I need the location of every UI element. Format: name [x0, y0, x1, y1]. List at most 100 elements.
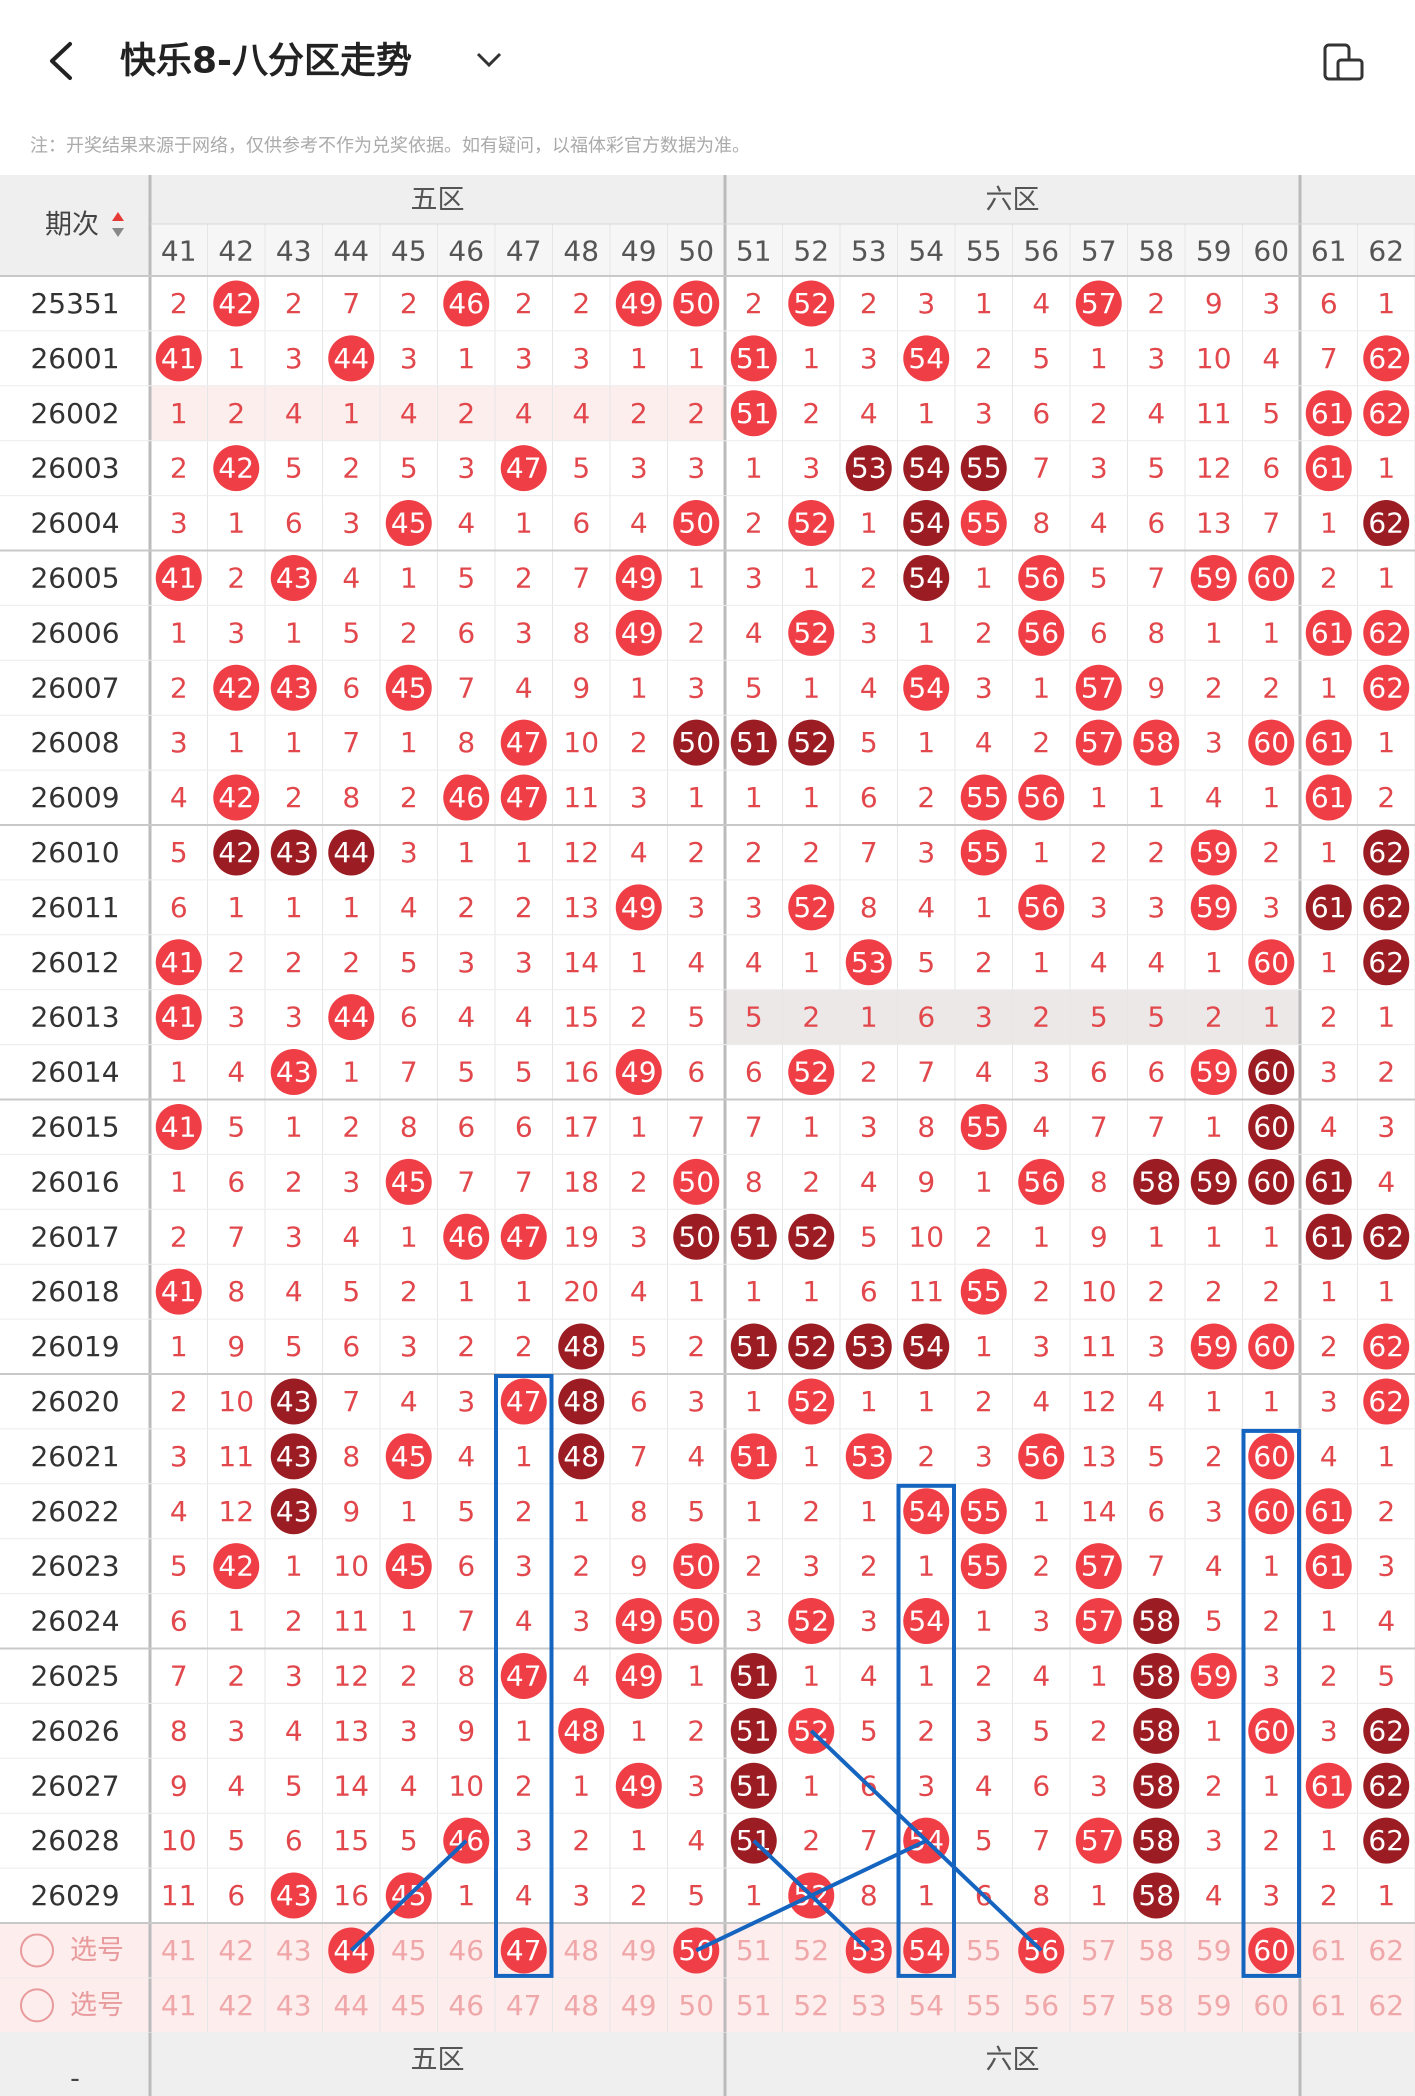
ball-number: 52 [793, 726, 829, 759]
select-number[interactable]: 41 [161, 1934, 197, 1967]
select-number[interactable]: 43 [276, 1934, 312, 1967]
select-checkbox[interactable] [20, 1988, 54, 2023]
omission-count: 4 [515, 1879, 533, 1912]
omission-count: 4 [630, 1275, 648, 1308]
select-number[interactable]: 61 [1311, 1934, 1347, 1967]
select-checkbox[interactable] [20, 1933, 54, 1968]
select-number[interactable]: 59 [1196, 1989, 1232, 2022]
select-number[interactable]: 58 [1138, 1989, 1174, 2022]
ball-number: 47 [506, 1220, 542, 1253]
dropdown[interactable] [476, 52, 502, 68]
ball-number: 49 [621, 1659, 657, 1692]
select-number[interactable]: 52 [793, 1934, 829, 1967]
select-number[interactable]: 57 [1081, 1934, 1117, 1967]
select-number[interactable]: 47 [506, 1934, 542, 1967]
select-number[interactable]: 55 [966, 1934, 1002, 1967]
annotation-box [1241, 1428, 1301, 1978]
select-number[interactable]: 47 [506, 1989, 542, 2022]
select-number[interactable]: 55 [966, 1989, 1002, 2022]
omission-count: 1 [1205, 1220, 1223, 1253]
select-number[interactable]: 48 [563, 1934, 599, 1967]
select-number[interactable]: 43 [276, 1989, 312, 2022]
omission-count: 5 [687, 1001, 705, 1034]
ball [788, 1213, 835, 1260]
ball-number: 49 [621, 1769, 657, 1802]
omission-count: 9 [227, 1330, 245, 1363]
select-number[interactable]: 42 [218, 1934, 254, 1967]
period: 26012 [30, 946, 119, 979]
omission-count: 7 [457, 1605, 475, 1638]
select-number[interactable]: 54 [908, 1934, 944, 1967]
select-number[interactable]: 50 [678, 1989, 714, 2022]
select-number[interactable]: 51 [736, 1989, 772, 2022]
ball-number: 45 [391, 1165, 427, 1198]
rotate-icon[interactable] [1323, 43, 1364, 81]
omission-count: 7 [1032, 452, 1050, 485]
ball [328, 335, 375, 382]
omission-count: 14 [333, 1769, 369, 1802]
select-number[interactable]: 54 [908, 1989, 944, 2022]
select-number[interactable]: 46 [448, 1934, 484, 1967]
select-number[interactable]: 60 [1253, 1934, 1289, 1967]
omission-count: 1 [745, 1879, 763, 1912]
ball [673, 500, 720, 547]
omission-count: 1 [170, 397, 188, 430]
omission-count: 3 [975, 397, 993, 430]
ball-number: 60 [1253, 561, 1289, 594]
back-button[interactable] [50, 42, 72, 80]
select-number[interactable]: 45 [391, 1934, 427, 1967]
omission-count: 1 [1320, 1824, 1338, 1857]
omission-count: 3 [630, 452, 648, 485]
select-number[interactable]: 60 [1253, 1989, 1289, 2022]
column-header: 57 [1081, 235, 1117, 268]
omission-count: 6 [342, 671, 360, 704]
select-number[interactable]: 57 [1081, 1989, 1117, 2022]
select-number[interactable]: 44 [333, 1989, 369, 2022]
select-number[interactable]: 53 [851, 1989, 887, 2022]
ball-number: 55 [966, 836, 1002, 869]
ball [903, 1598, 950, 1645]
ball [213, 774, 260, 821]
select-number[interactable]: 61 [1311, 1989, 1347, 2022]
omission-count: 1 [1262, 1001, 1280, 1034]
ball-number: 46 [448, 1220, 484, 1253]
select-number[interactable]: 46 [448, 1989, 484, 2022]
select-number[interactable]: 45 [391, 1989, 427, 2022]
select-number[interactable]: 62 [1368, 1989, 1404, 2022]
select-number[interactable]: 42 [218, 1989, 254, 2022]
annotation-box [494, 1374, 554, 1978]
ball-number: 50 [678, 1165, 714, 1198]
select-number[interactable]: 49 [621, 1989, 657, 2022]
select-number[interactable]: 59 [1196, 1934, 1232, 1967]
ball [845, 939, 892, 986]
omission-count: 3 [687, 1385, 705, 1418]
ball-number: 62 [1368, 671, 1404, 704]
omission-count: 1 [975, 1165, 993, 1198]
omission-count: 3 [630, 781, 648, 814]
select-number[interactable]: 41 [161, 1989, 197, 2022]
omission-count: 4 [860, 397, 878, 430]
select-number[interactable]: 62 [1368, 1934, 1404, 1967]
select-number[interactable]: 49 [621, 1934, 657, 1967]
omission-count: 1 [745, 1385, 763, 1418]
omission-count: 2 [227, 946, 245, 979]
ball [328, 994, 375, 1041]
omission-count: 3 [515, 1824, 533, 1857]
omission-count: 5 [170, 836, 188, 869]
select-number[interactable]: 51 [736, 1934, 772, 1967]
omission-count: 1 [1032, 1495, 1050, 1528]
omission-count: 4 [285, 1714, 303, 1747]
select-number[interactable]: 56 [1023, 1989, 1059, 2022]
select-number[interactable]: 58 [1138, 1934, 1174, 1967]
omission-count: 3 [1320, 1385, 1338, 1418]
omission-count: 1 [1205, 616, 1223, 649]
ball [1018, 609, 1065, 656]
ball [270, 1433, 317, 1480]
select-number[interactable]: 48 [563, 1989, 599, 2022]
omission-count: 2 [1032, 1550, 1050, 1583]
period: 26009 [30, 781, 119, 814]
omission-count: 12 [1196, 452, 1232, 485]
omission-count: 2 [802, 1495, 820, 1528]
select-number[interactable]: 52 [793, 1989, 829, 2022]
omission-count: 1 [457, 1879, 475, 1912]
